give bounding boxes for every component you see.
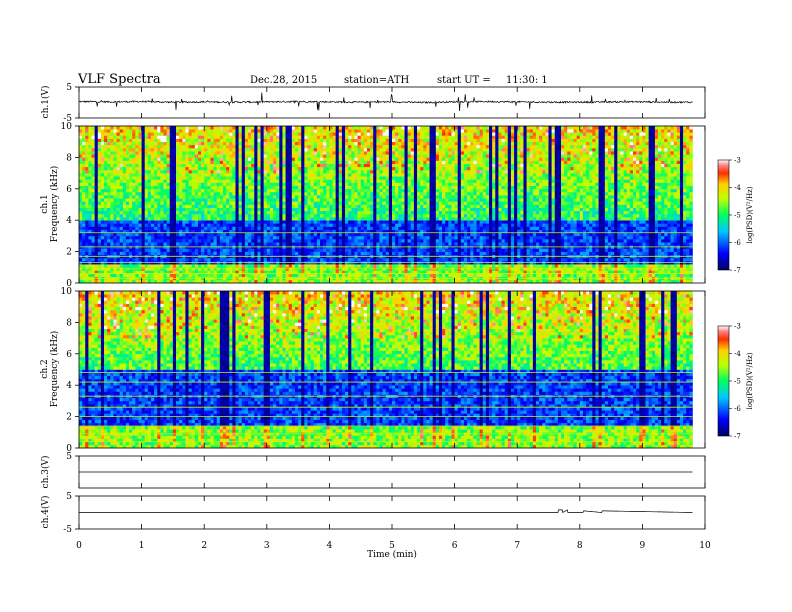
- figure-start-time: 11:30: 1: [506, 75, 548, 86]
- ch1-spectrogram: [79, 126, 693, 284]
- x-tick-label: 7: [514, 541, 520, 551]
- x-tick-label: 0: [76, 541, 82, 551]
- ch2-colorbar-tick: -6: [734, 405, 741, 413]
- figure-date: Dec.28, 2015: [250, 75, 317, 86]
- ch1-spectrogram-ytick: 10: [61, 122, 73, 132]
- x-tick-label: 10: [699, 541, 711, 551]
- ch2-colorbar-tick: -7: [734, 433, 741, 441]
- ch1-spectrogram-ylabel: Frequency (kHz): [49, 166, 60, 243]
- ch1-voltage-ylabel: ch.1(V): [40, 86, 51, 119]
- ch2-colorbar-tick: -4: [734, 350, 741, 358]
- ch1-voltage-trace: [78, 92, 693, 112]
- ch2-spectrogram-ylabel: Frequency (kHz): [49, 331, 60, 408]
- ch2-spectrogram-channel-label: ch.2: [40, 359, 50, 378]
- ch2-spectrogram-panel: [78, 290, 706, 449]
- figure-start-label: start UT =: [437, 75, 491, 86]
- ch2-colorbar: -3 -4 -5 -6 -7 log(PSD)(V²/Hz): [717, 323, 754, 441]
- ch1-spectrogram-channel-label: ch.1: [40, 194, 50, 213]
- ch1-voltage-line: [78, 92, 693, 112]
- figure-station: station=ATH: [344, 75, 410, 86]
- ch1-spectrogram-panel: [78, 125, 706, 284]
- ch4-voltage-ytick: 5: [66, 492, 72, 502]
- ch1-colorbar-tick: -7: [734, 267, 741, 275]
- x-tick-label: 3: [264, 541, 270, 551]
- ch1-spectrogram-ytick: 8: [66, 153, 72, 163]
- ch2-colorbar-label: log(PSD)(V²/Hz): [746, 352, 754, 409]
- ch1-voltage-ytick: 5: [66, 83, 72, 93]
- ch2-spectrogram-ytick: 0: [66, 444, 72, 454]
- ch3-voltage-ytick: 5: [66, 452, 72, 462]
- ch2-colorbar-tick: -3: [734, 323, 741, 331]
- ch2-spectrogram-ytick: 2: [66, 413, 72, 423]
- ch1-colorbar-tick: -3: [734, 157, 741, 165]
- x-axis-ticks: 0 1 2 3 4 5 6 7 8 9 10: [76, 87, 711, 551]
- ch2-colorbar-tick: -5: [734, 378, 741, 386]
- ch1-colorbar: -3 -4 -5 -6 -7 log(PSD)(V²/Hz): [717, 157, 754, 275]
- x-tick-label: 5: [389, 541, 395, 551]
- x-tick-label: 9: [640, 541, 646, 551]
- ch2-spectrogram-ytick: 10: [61, 287, 73, 297]
- x-tick-label: 6: [452, 541, 458, 551]
- ch1-voltage-ytick: -5: [63, 114, 72, 124]
- ch4-voltage-ylabel: ch.4(V): [40, 496, 51, 529]
- ch4-voltage-line: [79, 509, 693, 514]
- ch2-spectrogram-ytick: 8: [66, 318, 72, 328]
- ch2-spectrogram: [79, 291, 693, 449]
- ch1-colorbar-tick: -6: [734, 239, 741, 247]
- ch2-spectrogram-ytick: 4: [66, 381, 72, 391]
- figure-title: VLF Spectra: [77, 72, 161, 87]
- ch1-colorbar-label: log(PSD)(V²/Hz): [746, 186, 754, 243]
- x-tick-label: 8: [577, 541, 583, 551]
- ch1-spectrogram-ytick: 6: [66, 185, 72, 195]
- ch1-colorbar-tick: -5: [734, 212, 741, 220]
- ch4-voltage-ytick: -5: [63, 525, 72, 535]
- ch1-spectrogram-ytick: 2: [66, 248, 72, 258]
- x-tick-label: 2: [201, 541, 207, 551]
- ch3-voltage-ylabel: ch.3(V): [40, 456, 51, 489]
- ch2-spectrogram-ytick: 6: [66, 350, 72, 360]
- ch1-spectrogram-ytick: 4: [66, 216, 72, 226]
- x-tick-label: 1: [139, 541, 145, 551]
- ch1-colorbar-tick: -4: [734, 184, 741, 192]
- ch4-voltage-trace: [79, 509, 693, 514]
- ch1-spectrogram-ytick: 0: [66, 279, 72, 289]
- x-tick-label: 4: [327, 541, 333, 551]
- x-axis-label: Time (min): [367, 549, 417, 560]
